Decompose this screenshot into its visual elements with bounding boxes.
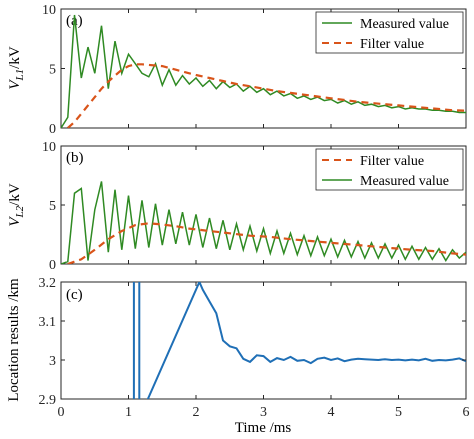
panel-tag-c: (c) (66, 287, 83, 303)
xtick-label-c: 2 (193, 405, 200, 420)
series-line-c-location (132, 282, 466, 399)
series-lines-a (61, 14, 466, 128)
xtick-label-c: 4 (328, 405, 335, 420)
series-line-b-measured (61, 181, 466, 264)
series-lines-b (61, 181, 466, 264)
xtick-label-c: 6 (463, 405, 470, 420)
panel-tag-c-bg (62, 283, 104, 305)
series-line-a-measured (61, 14, 466, 128)
legend-a: Measured value Filter value (315, 11, 464, 54)
ytick-label-b: 0 (49, 258, 56, 273)
panel-tag-b: (b) (66, 150, 84, 166)
xtick-label-c: 0 (58, 405, 65, 420)
ylabel-c: Location results /km (6, 278, 22, 402)
xtick-label-c: 1 (125, 405, 132, 420)
ytick-label-c: 2.9 (39, 393, 57, 408)
ytick-label-b: 5 (49, 199, 56, 214)
ytick-label-b: 10 (42, 140, 56, 155)
legend-b-label-0: Filter value (360, 154, 424, 169)
ylabel-b: VL2/kV (7, 183, 26, 226)
ytick-label-a: 5 (49, 63, 56, 78)
legend-a-label-0: Measured value (360, 17, 449, 32)
xtick-label-c: 3 (260, 405, 267, 420)
xtick-label-c: 5 (395, 405, 402, 420)
axes-c: 2.9 3 3.1 3.2 0 1 2 3 4 5 6 (39, 276, 470, 420)
xlabel-c: Time /ms (235, 420, 292, 436)
ytick-label-c: 3.2 (39, 276, 57, 291)
series-line-a-filter (67, 63, 466, 128)
series-line-b-filter (67, 222, 466, 264)
legend-b-label-1: Measured value (360, 174, 449, 189)
legend-a-label-1: Filter value (360, 37, 424, 52)
ytick-label-a: 0 (49, 122, 56, 137)
axes-a: 0 5 10 (42, 3, 467, 137)
legend-b: Filter value Measured value (315, 148, 464, 191)
ytick-label-c: 3 (49, 354, 56, 369)
ylabel-a: VL1/kV (7, 46, 26, 89)
ytick-label-c: 3.1 (39, 315, 57, 330)
panel-c: (c) Location results /km 2.9 3 3.1 3.2 0 1 2 3 4… (6, 276, 470, 436)
series-lines-c (132, 282, 466, 399)
panel-b: (b) VL2/kV 0 5 10 Filter value Measured va… (7, 140, 467, 273)
ytick-label-a: 10 (42, 3, 56, 18)
